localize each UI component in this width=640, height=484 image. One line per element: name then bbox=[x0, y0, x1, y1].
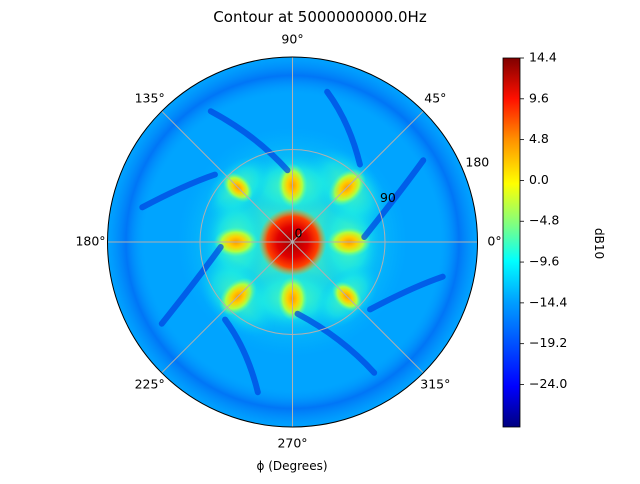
x-axis-label: ϕ (Degrees) bbox=[256, 459, 328, 473]
null-band bbox=[294, 310, 378, 376]
colorbar-tick-label: −24.0 bbox=[529, 376, 567, 391]
null-band bbox=[222, 316, 261, 396]
colorbar bbox=[502, 57, 521, 428]
radial-tick-label: 180 bbox=[465, 155, 489, 170]
radial-tick-label: 0 bbox=[295, 226, 303, 241]
colorbar-tick-label: −9.6 bbox=[529, 254, 559, 269]
angular-tick-label: 45° bbox=[424, 91, 446, 106]
angular-gridline bbox=[161, 241, 293, 374]
colorbar-ticks: 14.4 9.6 4.8 0.0 −4.8 −9.6 −14.4 −19.2 −24.0 bbox=[520, 50, 567, 391]
colorbar-tick-label: 9.6 bbox=[529, 90, 549, 105]
null-band bbox=[367, 273, 446, 313]
plot-border bbox=[107, 56, 478, 428]
radial-tick-label: 90 bbox=[380, 190, 396, 205]
colorbar-tick-label: 0.0 bbox=[529, 172, 549, 187]
tick-labels: 0° 45° 90° 135° 180° 225° 270° 315° 0 90 180 bbox=[75, 32, 501, 451]
colorbar-label: dB10 bbox=[592, 228, 606, 260]
colorbar-tick-label: −19.2 bbox=[529, 335, 567, 350]
angular-tick-label: 315° bbox=[420, 376, 450, 391]
angular-gridline bbox=[292, 241, 424, 374]
null-band bbox=[207, 108, 291, 174]
polar-grid bbox=[107, 57, 478, 427]
angular-gridline bbox=[292, 110, 424, 243]
angular-gridline bbox=[161, 110, 293, 243]
colorbar-tick-label: 4.8 bbox=[529, 131, 549, 146]
angular-tick-label: 270° bbox=[277, 436, 307, 451]
null-band bbox=[324, 88, 363, 168]
angular-tick-label: 180° bbox=[75, 234, 105, 249]
null-band bbox=[139, 171, 218, 211]
colorbar-tick-label: −14.4 bbox=[529, 294, 567, 309]
null-band bbox=[158, 244, 224, 327]
null-band bbox=[361, 157, 427, 240]
chart-title: Contour at 5000000000.0Hz bbox=[213, 8, 427, 26]
angular-tick-label: 0° bbox=[487, 234, 501, 249]
angular-tick-label: 90° bbox=[281, 32, 303, 47]
angular-tick-label: 135° bbox=[135, 91, 165, 106]
angular-tick-label: 225° bbox=[135, 376, 165, 391]
colorbar-tick-label: 14.4 bbox=[529, 50, 557, 65]
colorbar-tick-label: −4.8 bbox=[529, 213, 559, 228]
